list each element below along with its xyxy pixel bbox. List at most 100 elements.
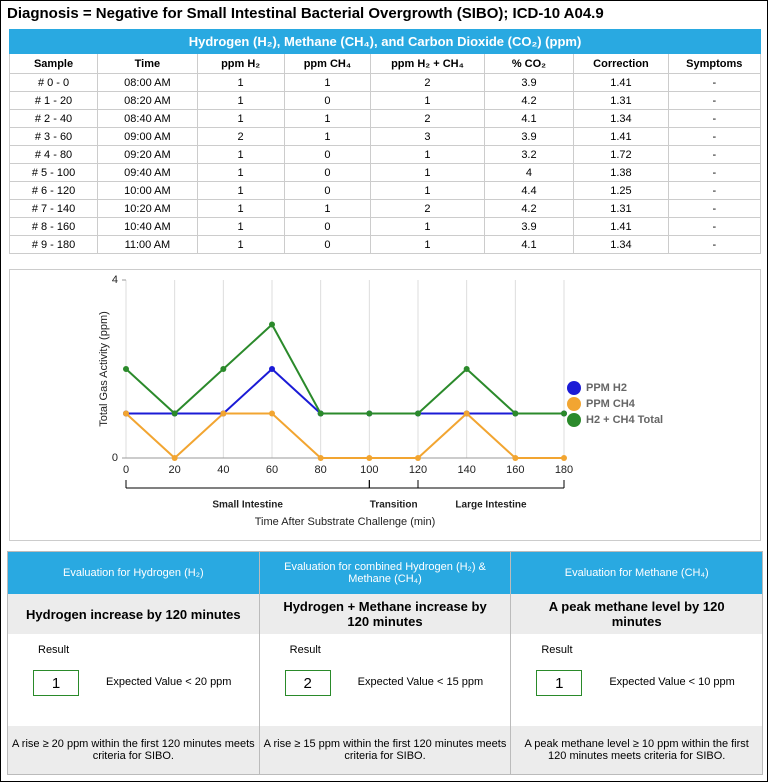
series-line [126, 367, 564, 415]
evaluation-body: Result 1 Expected Value < 10 ppm [511, 634, 762, 726]
data-point [463, 366, 470, 372]
table-cell: - [667, 73, 762, 92]
table-row: # 5 - 100 09:40 AM 1 0 1 4 1.38- [8, 163, 762, 182]
table-cell: # 6 - 120 [8, 181, 99, 200]
expected-value: Expected Value < 10 ppm [609, 676, 735, 688]
table-cell: # 8 - 160 [8, 217, 99, 236]
column-header: Correction [573, 53, 669, 74]
table-row: # 1 - 20 08:20 AM 1 0 1 4.2 1.31- [8, 91, 762, 110]
series-line [125, 412, 564, 460]
header-row: Sample Time ppm H₂ ppm CH₄ ppm H₂ + CH₄% CO₂… [8, 53, 762, 74]
expected-value: Expected Value < 15 ppm [357, 676, 484, 688]
evaluation: Evaluation for Hydrogen (H₂) Hydrogen inc… [8, 552, 260, 774]
table-row: # 6 - 120 10:00 AM 1 0 1 4.4 1.25- [8, 181, 762, 200]
diagnosis: Diagnosis = Negative for Small Intestina… [7, 5, 604, 22]
data-point [463, 410, 470, 417]
table-cell: 09:40 AM [97, 163, 198, 182]
column-header: Symptoms [667, 53, 762, 74]
table-cell: 0 [283, 163, 372, 182]
data-point [512, 455, 519, 461]
table-cell: # 9 - 180 [8, 235, 99, 254]
result-label: Result [541, 644, 573, 656]
data-point [317, 410, 324, 417]
table-cell: 3.9 [483, 217, 575, 236]
column-header: % CO₂ [483, 53, 575, 74]
table-cell: # 0 - 0 [8, 73, 99, 92]
data-point [171, 455, 178, 461]
x-tick-label: 100 [360, 464, 378, 476]
x-tick-label: 180 [555, 464, 573, 476]
evaluation-title: Hydrogen + Methane increase by 120 minut… [259, 594, 511, 634]
evaluation-note: A rise ≥ 15 ppm within the first 120 min… [259, 726, 511, 774]
column-header: ppm CH₄ [283, 53, 372, 74]
table-cell: # 4 - 80 [8, 145, 99, 164]
table-cell: 1 [370, 235, 485, 254]
table-cell: 1.31 [573, 91, 669, 110]
table-cell: 1 [196, 145, 285, 164]
table-cell: 0 [283, 145, 372, 164]
data-point [512, 410, 519, 417]
caption-row: Hydrogen (H₂), Methane (CH₄), and Carbon… [9, 29, 761, 54]
x-tick-label: 140 [457, 464, 475, 476]
table-cell: # 1 - 20 [8, 91, 99, 110]
x-tick-label: 80 [315, 464, 327, 476]
column-header: ppm H₂ [196, 53, 285, 74]
data-point [561, 455, 567, 461]
data-point [366, 410, 373, 417]
data-point [317, 455, 324, 461]
expected-value: Expected Value < 20 ppm [106, 676, 232, 688]
data-point [220, 366, 227, 372]
table-cell: 1.41 [573, 127, 669, 146]
table-cell: 1.34 [573, 235, 669, 254]
table-cell: 09:00 AM [97, 127, 198, 146]
table-cell: 1 [283, 127, 372, 146]
table-row: # 7 - 140 10:20 AM 1 1 2 4.2 1.31- [8, 199, 762, 218]
table-cell: 11:00 AM [97, 235, 198, 254]
evaluation-title: Hydrogen increase by 120 minutes [8, 594, 259, 634]
table-cell: - [667, 181, 762, 200]
table-row: # 4 - 80 09:20 AM 1 0 1 3.2 1.72- [8, 145, 762, 164]
x-axis-label: Time After Substrate Challenge (min) [255, 516, 436, 528]
legend-label: PPM H2 [586, 382, 627, 394]
table-title: Hydrogen (H₂), Methane (CH₄), and Carbon… [9, 29, 761, 54]
table-cell: 10:00 AM [97, 181, 198, 200]
table-cell: 3.9 [483, 73, 575, 92]
table-cell: 1 [196, 91, 285, 110]
table-row: # 0 - 0 08:00 AM 1 1 2 3.9 1.41- [8, 73, 762, 92]
table-cell: 1 [196, 163, 285, 182]
region-label: Small Intestine [212, 500, 283, 511]
table-cell: 08:40 AM [97, 109, 198, 128]
table-cell: 4.1 [483, 235, 575, 254]
result-label: Result [38, 644, 70, 656]
column-header: ppm H₂ + CH₄ [370, 53, 485, 74]
table-cell: 1 [283, 199, 372, 218]
data-point [415, 455, 421, 461]
table-cell: 1.34 [573, 109, 669, 128]
table-cell: 0 [283, 91, 372, 110]
table-cell: 2 [370, 109, 485, 128]
table-cell: 1 [370, 91, 485, 110]
table-row: # 8 - 160 10:40 AM 1 0 1 3.9 1.41- [8, 217, 762, 236]
table-cell: - [667, 235, 762, 254]
table-cell: - [667, 163, 762, 182]
table-cell: - [667, 109, 762, 128]
table-cell: 2 [370, 73, 485, 92]
data-point [269, 366, 275, 372]
x-tick-label: 160 [506, 464, 524, 476]
evaluation-note: A rise ≥ 20 ppm within the first 120 min… [8, 726, 259, 774]
table-cell: 09:20 AM [97, 145, 198, 164]
table-cell: 1 [283, 73, 372, 92]
data-point [415, 410, 421, 417]
legend-label: H2 + CH4 Total [586, 414, 663, 426]
table-row: # 3 - 60 09:00 AM 2 1 3 3.9 1.41- [8, 127, 762, 146]
table-cell: 4.2 [483, 91, 575, 110]
table-cell: - [667, 127, 762, 146]
evaluations: Evaluation for Hydrogen (H₂) Hydrogen inc… [7, 551, 763, 775]
evaluation-header: Evaluation for combined Hydrogen (H₂) & … [259, 552, 511, 594]
y-axis-label: Total Gas Activity (ppm) [98, 311, 110, 427]
table-cell: # 3 - 60 [8, 127, 99, 146]
table-cell: 1.41 [573, 73, 669, 92]
x-tick-label: 60 [266, 464, 278, 476]
table-cell: 3 [370, 127, 485, 146]
table-cell: 2 [370, 199, 485, 218]
